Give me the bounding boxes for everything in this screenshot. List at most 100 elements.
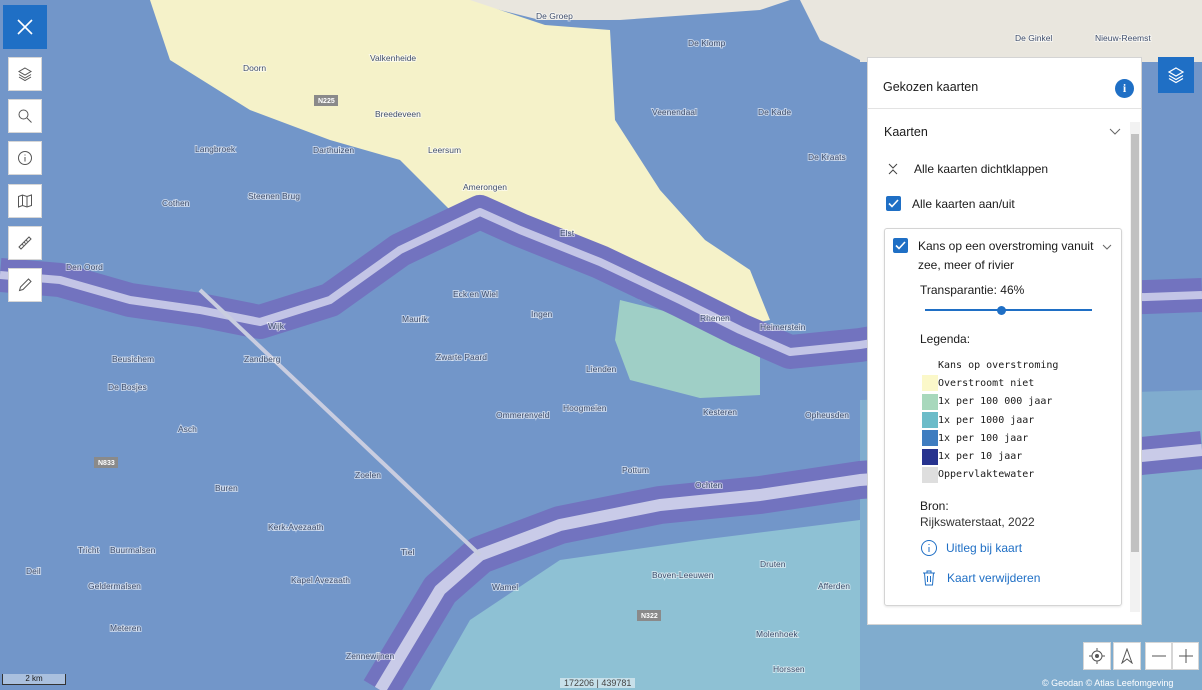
legend-row: 1x per 100 jaar xyxy=(922,429,1058,447)
road-label: N322 xyxy=(641,613,658,620)
close-button[interactable] xyxy=(3,5,47,49)
place-label: Ommerenveld xyxy=(496,410,550,420)
road-label: N225 xyxy=(318,98,335,105)
place-label: Zoelen xyxy=(355,470,381,480)
place-label: De Klomp xyxy=(688,38,726,48)
toggle-all-row[interactable]: Alle kaarten aan/uit xyxy=(886,196,1015,211)
remove-link[interactable]: Kaart verwijderen xyxy=(921,569,1040,587)
place-label: Zennewijnen xyxy=(346,651,394,661)
section-title: Kaarten xyxy=(884,125,928,139)
place-label: Elst xyxy=(560,228,575,238)
transparency-label: Transparantie: xyxy=(920,283,997,297)
search-button[interactable] xyxy=(8,99,42,133)
place-label: Darthuizen xyxy=(313,145,354,155)
checkbox[interactable] xyxy=(886,196,901,211)
collapse-icon xyxy=(888,163,898,175)
chevron-icon[interactable] xyxy=(1109,126,1121,136)
legend-title: Kans op overstroming xyxy=(938,359,1059,371)
locate-button[interactable] xyxy=(1083,642,1111,670)
place-label: Hoogmeien xyxy=(563,403,607,413)
legend: Kans op overstroming Overstroomt niet 1x … xyxy=(922,356,1058,484)
place-label: Ingen xyxy=(531,309,553,319)
cream-zone xyxy=(150,0,770,330)
green-zone xyxy=(615,300,760,398)
place-label: Doorn xyxy=(243,63,266,73)
place-label: Geldermalsen xyxy=(88,581,141,591)
legend-swatch xyxy=(922,466,938,483)
place-label: Buurmalsen xyxy=(110,545,156,555)
place-label: Langbroek xyxy=(195,144,236,154)
layers-icon xyxy=(1167,67,1185,84)
ruler-icon xyxy=(18,236,32,250)
place-label: De Groep xyxy=(536,11,573,21)
scrollbar[interactable] xyxy=(1130,122,1140,612)
info-icon xyxy=(921,540,937,556)
place-label: Kerk-Avezaath xyxy=(268,522,324,532)
info-icon[interactable]: i xyxy=(1115,79,1134,98)
toggle-all-label: Alle kaarten aan/uit xyxy=(912,196,1015,211)
plus-icon xyxy=(1178,649,1193,663)
slider-knob[interactable] xyxy=(997,305,1007,315)
divider xyxy=(868,108,1141,109)
place-label: Rhenen xyxy=(700,313,730,323)
map-icon xyxy=(18,194,32,208)
place-label: De Kade xyxy=(758,107,791,117)
layer-name: Kans op een overstroming vanuit zee, mee… xyxy=(918,239,1094,272)
legend-label: 1x per 1000 jaar xyxy=(938,414,1035,426)
place-label: Tricht xyxy=(78,545,100,555)
place-label: Druten xyxy=(760,559,786,569)
zoom-in-button[interactable] xyxy=(1172,642,1199,670)
place-label: Wijk xyxy=(268,321,285,331)
checkbox[interactable] xyxy=(893,238,908,253)
place-label: Steenen Brug xyxy=(248,191,300,201)
remove-link-label: Kaart verwijderen xyxy=(947,571,1041,585)
measure-button[interactable] xyxy=(8,226,42,260)
place-label: De Bosjes xyxy=(108,382,147,392)
layers-panel-button[interactable] xyxy=(1158,57,1194,93)
north-icon xyxy=(1121,648,1133,664)
place-label: Afferden xyxy=(818,581,850,591)
draw-button[interactable] xyxy=(8,268,42,302)
minus-icon xyxy=(1151,655,1166,657)
transparency-value: 46% xyxy=(1000,283,1025,297)
collapse-all-row[interactable]: Alle kaarten dichtklappen xyxy=(886,162,1048,176)
scale-label: 2 km xyxy=(25,674,43,683)
explain-link[interactable]: Uitleg bij kaart xyxy=(920,539,1022,557)
legend-row: 1x per 10 jaar xyxy=(922,447,1058,465)
place-label: Breedeveen xyxy=(375,109,421,119)
pencil-icon xyxy=(18,278,32,292)
chosen-maps-panel: Gekozen kaarten i Kaarten Alle kaarten d… xyxy=(867,57,1142,625)
place-label: Tiel xyxy=(401,547,414,557)
chevron-icon[interactable] xyxy=(1102,243,1112,251)
place-label: Wamel xyxy=(492,582,518,592)
place-label: Eck en Wiel xyxy=(453,289,498,299)
highway xyxy=(198,288,482,557)
legend-row: Overstroomt niet xyxy=(922,374,1058,392)
layer-card: Kans op een overstroming vanuit zee, mee… xyxy=(884,228,1122,606)
transparency-slider[interactable] xyxy=(925,305,1092,315)
place-label: Cothen xyxy=(162,198,190,208)
scrollbar-thumb[interactable] xyxy=(1131,134,1139,552)
place-label: Nieuw-Reemst xyxy=(1095,33,1151,43)
place-label: Amerongen xyxy=(463,182,507,192)
road-label: N833 xyxy=(98,460,115,467)
place-label: Horssen xyxy=(773,664,805,674)
legend-row: Oppervlaktewater xyxy=(922,466,1058,484)
legend-heading: Legenda: xyxy=(920,332,971,346)
place-label: Deil xyxy=(26,566,41,576)
zoom-out-button[interactable] xyxy=(1145,642,1172,670)
info-button[interactable] xyxy=(8,141,42,175)
north-button[interactable] xyxy=(1113,642,1141,670)
place-label: Lienden xyxy=(586,364,617,374)
place-label: Molenhoek xyxy=(756,629,798,639)
map-legend-button[interactable] xyxy=(8,184,42,218)
place-label: De Ginkel xyxy=(1015,33,1052,43)
place-label: Opheusden xyxy=(805,410,849,420)
info-icon xyxy=(18,151,32,165)
place-label: Meteren xyxy=(110,623,141,633)
legend-swatch xyxy=(922,393,938,410)
layers-button[interactable] xyxy=(8,57,42,91)
transparency: Transparantie: 46% xyxy=(920,283,1024,297)
base-map-area xyxy=(140,0,1202,62)
